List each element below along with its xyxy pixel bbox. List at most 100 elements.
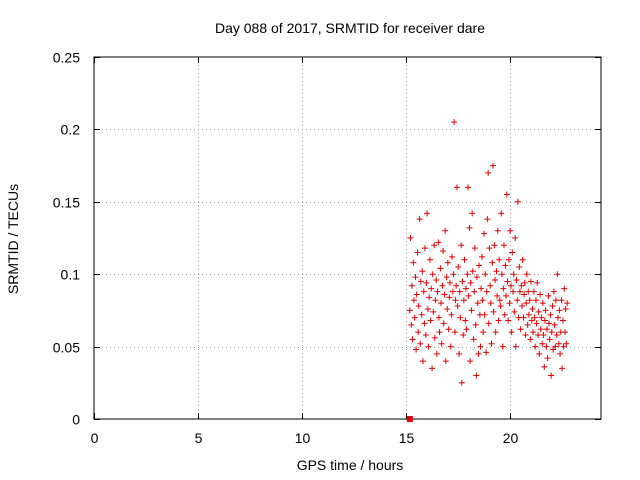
- data-point: [514, 198, 521, 205]
- data-point: [552, 343, 559, 350]
- data-point: [550, 288, 557, 295]
- data-point: [442, 358, 449, 365]
- data-point: [421, 320, 428, 327]
- data-point: [437, 265, 444, 272]
- data-point: [456, 350, 463, 357]
- data-point: [546, 336, 553, 343]
- data-point: [454, 303, 461, 310]
- data-point: [412, 274, 419, 281]
- chart-title: Day 088 of 2017, SRMTID for receiver dar…: [215, 20, 485, 36]
- data-point: [527, 278, 534, 285]
- data-point: [426, 294, 433, 301]
- data-point: [456, 288, 463, 295]
- x-tick-label: 0: [91, 430, 99, 446]
- data-point: [562, 305, 569, 312]
- data-point: [534, 279, 541, 286]
- data-point: [516, 263, 523, 270]
- data-point: [446, 294, 453, 301]
- data-point: [472, 321, 479, 328]
- data-point: [462, 317, 469, 324]
- data-point: [447, 343, 454, 350]
- zero-marker: [406, 416, 413, 422]
- data-point: [483, 288, 490, 295]
- data-point: [504, 278, 511, 285]
- data-point: [498, 210, 505, 217]
- data-point: [503, 292, 510, 299]
- data-point: [492, 329, 499, 336]
- data-points: [406, 119, 571, 422]
- data-point: [542, 307, 549, 314]
- data-point: [427, 317, 434, 324]
- data-point: [530, 329, 537, 336]
- data-point: [558, 297, 565, 304]
- data-point: [543, 326, 550, 333]
- data-point: [512, 343, 519, 350]
- data-point: [460, 332, 467, 339]
- data-point: [473, 372, 480, 379]
- data-point: [424, 305, 431, 312]
- data-point: [469, 268, 476, 275]
- data-point: [460, 297, 467, 304]
- data-point: [417, 278, 424, 285]
- data-point: [536, 350, 543, 357]
- data-point: [423, 279, 430, 286]
- data-point: [431, 242, 438, 249]
- data-point: [541, 363, 548, 370]
- data-point: [451, 119, 458, 126]
- data-point: [519, 256, 526, 263]
- data-point: [429, 365, 436, 372]
- data-point: [473, 274, 480, 281]
- data-point: [449, 288, 456, 295]
- data-point: [532, 343, 539, 350]
- data-point: [519, 303, 526, 310]
- data-point: [509, 249, 516, 256]
- data-point: [408, 321, 415, 328]
- data-point: [493, 268, 500, 275]
- data-point: [501, 311, 508, 318]
- data-point: [454, 184, 461, 191]
- data-point: [471, 288, 478, 295]
- data-point: [425, 343, 432, 350]
- data-point: [528, 317, 535, 324]
- data-point: [467, 358, 474, 365]
- data-point: [436, 329, 443, 336]
- data-point: [523, 300, 530, 307]
- data-point: [429, 271, 436, 278]
- data-point: [525, 311, 532, 318]
- data-point: [418, 311, 425, 318]
- data-point: [561, 285, 568, 292]
- data-point: [442, 227, 449, 234]
- data-point: [479, 297, 486, 304]
- data-point: [415, 303, 422, 310]
- data-point: [435, 239, 442, 246]
- y-axis-label: SRMTID / TECUs: [5, 184, 21, 294]
- data-point: [556, 307, 563, 314]
- data-point: [414, 249, 421, 256]
- data-point: [469, 210, 476, 217]
- data-point: [537, 291, 544, 298]
- data-point: [430, 308, 437, 315]
- data-point: [548, 372, 555, 379]
- data-point: [478, 285, 485, 292]
- data-point: [502, 262, 509, 269]
- data-point: [513, 276, 520, 283]
- data-point: [559, 317, 566, 324]
- data-point: [485, 320, 492, 327]
- data-point: [505, 317, 512, 324]
- y-tick-label: 0.25: [53, 50, 80, 66]
- data-point: [533, 320, 540, 327]
- axis-ticks: 0 5 10 15 20 0 0.05 0.1 0.15 0.2 0.25: [53, 50, 601, 446]
- data-point: [462, 285, 469, 292]
- data-point: [535, 332, 542, 339]
- data-point: [480, 329, 487, 336]
- data-point: [505, 256, 512, 263]
- data-point: [494, 292, 501, 299]
- data-point: [554, 271, 561, 278]
- y-tick-label: 0: [72, 412, 80, 428]
- data-point: [552, 297, 559, 304]
- data-point: [478, 253, 485, 260]
- data-point: [408, 282, 415, 289]
- data-point: [444, 259, 451, 266]
- x-tick-label: 15: [399, 430, 415, 446]
